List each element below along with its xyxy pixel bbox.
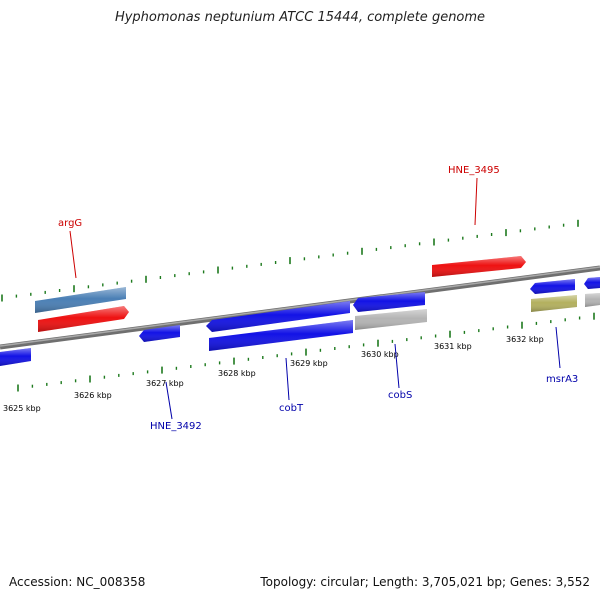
label-argG[interactable]: argG: [58, 218, 82, 229]
ruler-label-3631: 3631 kbp: [434, 342, 472, 351]
ruler-label-3625: 3625 kbp: [3, 404, 41, 413]
topology-text: Topology: circular; Length: 3,705,021 bp…: [260, 575, 590, 589]
gene-olive[interactable]: [531, 295, 577, 312]
label-msrA3[interactable]: msrA3: [546, 374, 578, 385]
ruler-label-3632: 3632 kbp: [506, 335, 544, 344]
feature-labels: argG HNE_3495 HNE_3492 cobT cobS msrA3: [58, 165, 578, 432]
accession-text: Accession: NC_008358: [9, 575, 146, 589]
page-title: Hyphomonas neptunium ATCC 15444, complet…: [114, 10, 486, 25]
ruler-label-3629: 3629 kbp: [290, 359, 328, 368]
gene-left-edge[interactable]: [0, 348, 31, 366]
ruler-label-3627: 3627 kbp: [146, 379, 184, 388]
label-cobT[interactable]: cobT: [279, 403, 304, 414]
genome-backbone: [0, 265, 600, 350]
forward-tick-row: [1, 219, 579, 302]
gene-argG-steel[interactable]: [35, 287, 126, 313]
gene-cobS[interactable]: [353, 292, 425, 312]
gene-HNE_3492[interactable]: [139, 325, 180, 342]
label-leaders: [69, 177, 561, 420]
gene-gray-1[interactable]: [355, 309, 427, 330]
label-cobS[interactable]: cobS: [388, 390, 412, 401]
gene-argG-red[interactable]: [38, 306, 129, 332]
ruler-label-3628: 3628 kbp: [218, 369, 256, 378]
gene-cobT-lower[interactable]: [209, 320, 353, 351]
label-HNE_3495[interactable]: HNE_3495: [448, 165, 500, 176]
ruler-labels: 3625 kbp 3626 kbp 3627 kbp 3628 kbp 3629…: [3, 335, 544, 413]
reverse-genes: [0, 277, 600, 366]
ruler-tick-row: [17, 312, 595, 392]
ruler-label-3626: 3626 kbp: [74, 391, 112, 400]
gene-right-edge-blue[interactable]: [584, 277, 600, 289]
gene-right-edge-gray[interactable]: [585, 293, 600, 307]
gene-cobT-upper[interactable]: [206, 301, 350, 332]
gene-msrA3[interactable]: [530, 279, 575, 294]
label-HNE_3492[interactable]: HNE_3492: [150, 421, 202, 432]
forward-genes: [35, 256, 526, 332]
gene-HNE_3495[interactable]: [432, 256, 526, 277]
ruler-label-3630: 3630 kbp: [361, 350, 399, 359]
